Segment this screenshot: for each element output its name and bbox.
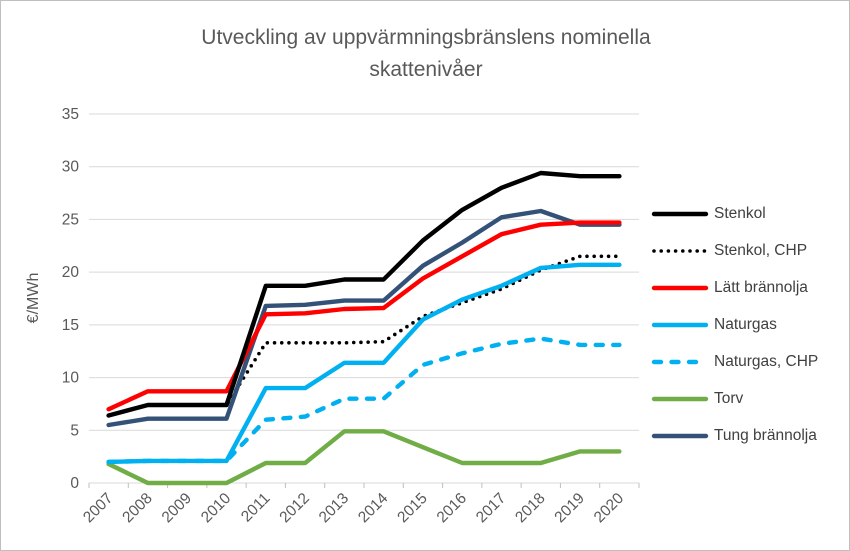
x-axis-tick-label: 2018 (512, 490, 548, 526)
series-line-lätt-brännolja (106, 220, 622, 412)
y-axis-tick-label: 5 (70, 422, 79, 439)
chart-title-line2: skattenivåer (369, 58, 482, 81)
y-axis-labels: 0 5 10 15 20 25 30 35 (62, 106, 80, 492)
y-axis-tick-label: 20 (62, 264, 80, 281)
x-axis-tick-label: 2020 (591, 490, 628, 527)
legend-item-tung-brännolja: Tung brännolja (651, 417, 818, 454)
legend-swatch-stenkol-chp (652, 248, 708, 253)
legend-label-stenkol-chp: Stenkol, CHP (714, 241, 808, 259)
legend-swatch-stenkol (651, 211, 709, 216)
series-line-tung-brännolja (106, 208, 622, 428)
legend-swatch-naturgas-chp (651, 359, 709, 364)
series-line-naturgas-chp (106, 336, 622, 465)
legend-item-naturgas-chp: Naturgas, CHP (651, 343, 818, 380)
legend-item-stenkol-chp: Stenkol, CHP (651, 232, 818, 269)
y-axis-tick-label: 0 (70, 475, 79, 492)
legend-item-stenkol: Stenkol (651, 195, 818, 232)
y-axis-tick-label: 35 (62, 106, 79, 123)
x-axis-tick-label: 2017 (473, 490, 509, 526)
legend-swatch-tung-brännolja (651, 433, 709, 438)
x-axis-tick-label: 2019 (551, 490, 587, 526)
legend-item-lätt-brännolja: Lätt brännolja (651, 269, 818, 306)
x-axis-tick-label: 2012 (276, 490, 312, 526)
legend-label-torv: Torv (714, 389, 744, 407)
legend: Stenkol Stenkol, CHP Lätt brännolja Naturga… (651, 195, 818, 454)
x-axis-labels: 2007 2008 2009 2010 2011 2012 2013 2014 2015 2016… (80, 490, 627, 527)
legend-item-naturgas: Naturgas (651, 306, 818, 343)
x-axis-tick-label: 2016 (434, 490, 470, 526)
y-axis-tick-label: 15 (62, 317, 79, 334)
series-line-naturgas (106, 262, 622, 465)
series-line-stenkol (106, 170, 622, 418)
x-axis-tick-label: 2011 (238, 490, 274, 526)
series-lines (106, 170, 622, 486)
legend-swatch-torv (651, 396, 709, 401)
legend-swatch-naturgas (651, 322, 709, 327)
x-axis-tick-label: 2014 (355, 490, 392, 527)
x-axis-tick-label: 2008 (119, 490, 155, 526)
legend-item-torv: Torv (651, 380, 818, 417)
x-axis-tick-label: 2015 (394, 490, 430, 526)
x-axis-tick-label: 2009 (159, 490, 195, 526)
x-axis-tick-marks (88, 483, 640, 488)
y-axis-tick-label: 25 (62, 211, 79, 228)
chart-title-line1: Utveckling av uppvärmningsbränslens nomi… (201, 26, 651, 49)
legend-label-lätt-brännolja: Lätt brännolja (714, 278, 808, 296)
y-axis-tick-label: 30 (62, 159, 80, 176)
legend-label-naturgas: Naturgas (714, 315, 777, 333)
x-axis-tick-label: 2013 (316, 490, 352, 526)
legend-label-naturgas-chp: Naturgas, CHP (714, 352, 819, 370)
y-axis-title: €/MWh (25, 273, 42, 324)
x-axis-tick-label: 2007 (80, 490, 116, 526)
legend-label-tung-brännolja: Tung brännolja (714, 426, 817, 444)
x-axis-tick-label: 2010 (198, 490, 235, 527)
series-line-torv (106, 429, 622, 486)
legend-label-stenkol: Stenkol (714, 204, 766, 222)
y-axis-tick-label: 10 (62, 370, 80, 387)
legend-swatch-lätt-brännolja (651, 285, 709, 290)
